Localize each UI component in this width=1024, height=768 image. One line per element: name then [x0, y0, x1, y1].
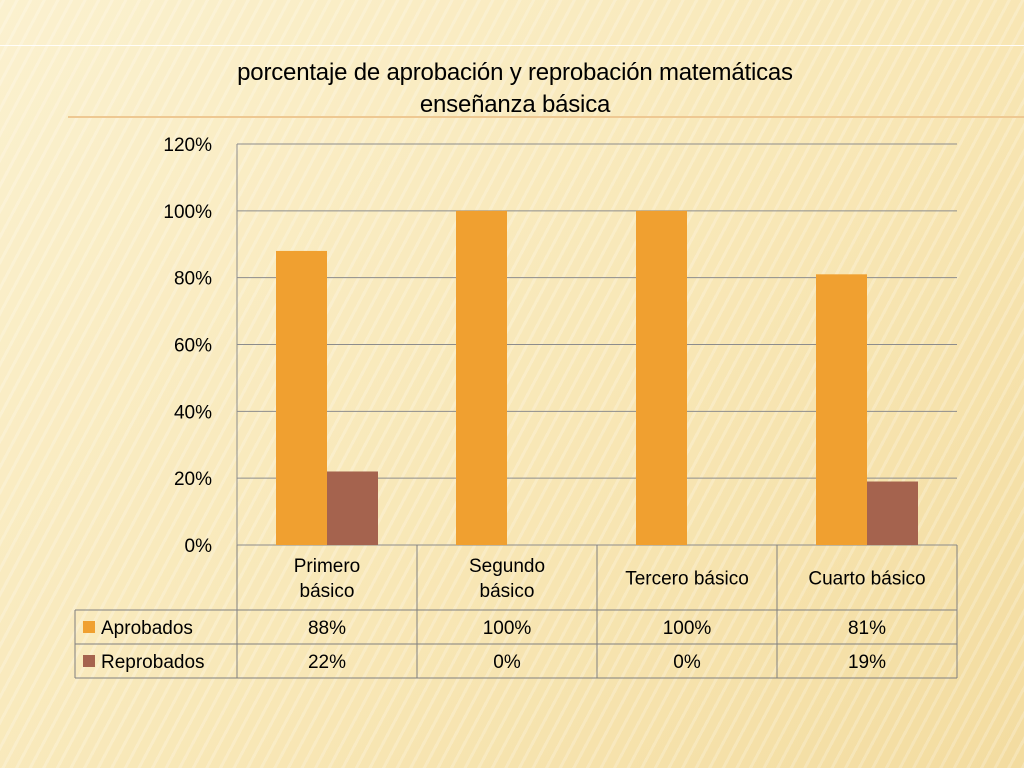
decorative-line — [0, 45, 1024, 46]
data-label: 0% — [673, 652, 701, 673]
bar-aprobados — [276, 250, 327, 545]
y-tick-label: 100% — [163, 202, 212, 223]
bar-reprobados — [867, 481, 918, 545]
legend-label: Reprobados — [101, 652, 205, 673]
bar-aprobados — [456, 210, 507, 546]
x-category-label: Segundo — [469, 556, 545, 577]
x-category-label: básico — [300, 581, 355, 602]
y-tick-label: 0% — [185, 536, 213, 557]
bar-aprobados — [636, 210, 687, 546]
y-tick-label: 40% — [174, 402, 212, 423]
y-tick-label: 20% — [174, 469, 212, 490]
data-label: 100% — [663, 618, 712, 639]
data-label: 81% — [848, 618, 886, 639]
bar-aprobados — [816, 274, 867, 545]
data-label: 22% — [308, 652, 346, 673]
legend-swatch-reprobados — [83, 655, 95, 667]
decorative-line — [68, 116, 1024, 118]
x-category-label: Primero — [294, 556, 361, 577]
x-category-label: Cuarto básico — [808, 569, 925, 590]
legend-swatch-aprobados — [83, 621, 95, 633]
x-category-label: Tercero básico — [625, 569, 749, 590]
y-tick-label: 120% — [163, 135, 212, 156]
chart-title-line-1: porcentaje de aprobación y reprobación m… — [237, 59, 793, 86]
y-tick-label: 60% — [174, 336, 212, 357]
x-category-label: básico — [480, 581, 535, 602]
data-label: 100% — [483, 618, 532, 639]
chart-title: porcentaje de aprobación y reprobación m… — [120, 57, 910, 121]
data-label: 0% — [493, 652, 521, 673]
chart-title-line-2: enseñanza básica — [419, 91, 611, 118]
legend-label: Aprobados — [101, 618, 193, 639]
data-label: 19% — [848, 652, 886, 673]
bar-reprobados — [327, 471, 378, 545]
y-tick-label: 80% — [174, 269, 212, 290]
data-label: 88% — [308, 618, 346, 639]
